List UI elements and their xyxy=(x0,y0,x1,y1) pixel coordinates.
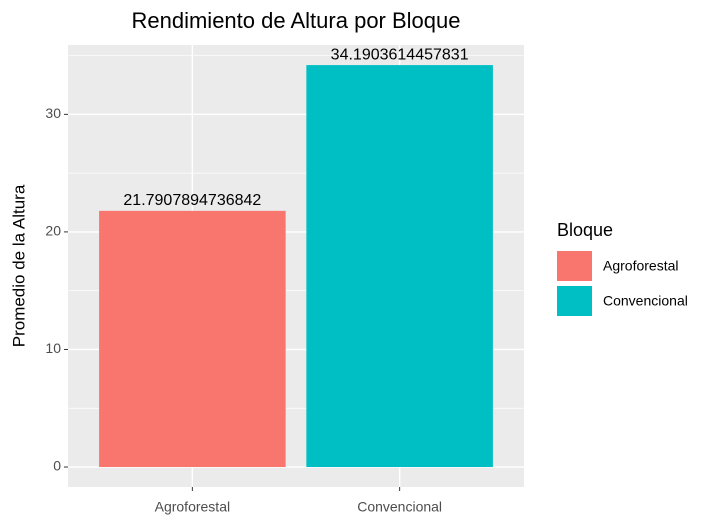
y-tick-label: 10 xyxy=(45,340,61,356)
x-tick-label: Agroforestal xyxy=(155,499,230,515)
bar xyxy=(99,210,286,468)
y-tick-label: 20 xyxy=(45,223,61,239)
x-tick-label: Convencional xyxy=(357,499,442,515)
y-tick-label: 0 xyxy=(53,458,61,474)
chart-title: Rendimiento de Altura por Bloque xyxy=(132,8,461,33)
y-axis-label: Promedio de la Altura xyxy=(9,184,28,347)
legend-label: Agroforestal xyxy=(603,258,678,274)
data-label: 34.1903614457831 xyxy=(331,46,469,63)
legend-key xyxy=(557,251,592,281)
legend-title: Bloque xyxy=(557,220,613,240)
y-tick-label: 30 xyxy=(45,105,61,121)
bar xyxy=(306,65,493,468)
data-label: 21.7907894736842 xyxy=(123,192,261,209)
legend-label: Convencional xyxy=(603,293,688,309)
legend-key xyxy=(557,286,592,316)
